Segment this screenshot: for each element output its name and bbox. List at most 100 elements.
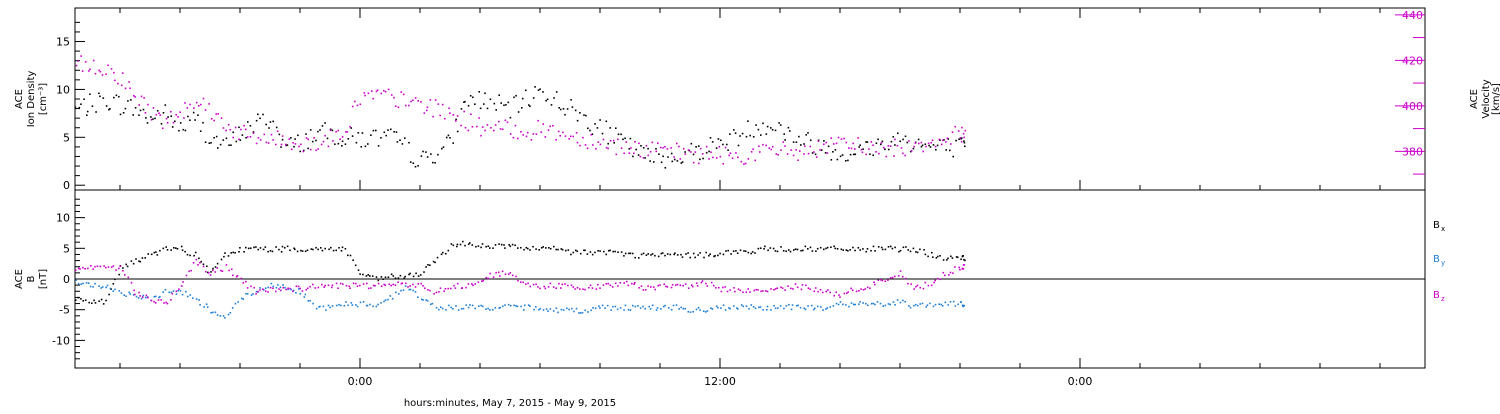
bz-point-40-1 — [676, 283, 679, 286]
velocity-point-43-2 — [724, 146, 727, 149]
density-point-38-4 — [655, 148, 657, 150]
by-point-24-3 — [441, 307, 444, 310]
velocity-point-9-5 — [222, 127, 225, 129]
by-point-15-5 — [312, 302, 314, 305]
bx-point-25-4 — [459, 243, 462, 246]
bx-point-25-2 — [456, 245, 458, 248]
by-point-15-0 — [299, 293, 302, 295]
bz-point-0-0 — [74, 269, 77, 271]
by-point-9-5 — [222, 315, 225, 317]
by-point-40-2 — [680, 306, 682, 309]
by-point-31-0 — [539, 307, 542, 310]
bx-point-37-4 — [640, 253, 643, 256]
velocity-point-17-4 — [339, 138, 341, 140]
density-point-18-1 — [347, 138, 350, 140]
bz-point-40-0 — [674, 284, 677, 286]
by-point-17-0 — [329, 306, 331, 309]
bz-point-19-0 — [359, 284, 361, 287]
by-point-57-2 — [934, 303, 937, 306]
bx-point-35-0 — [599, 250, 601, 252]
velocity-point-42-5 — [718, 146, 721, 148]
density-point-42-4 — [715, 147, 718, 149]
density-point-18-5 — [357, 132, 360, 134]
density-point-53-0 — [869, 153, 871, 155]
bz-point-27-3 — [487, 277, 490, 280]
bx-point-21-1 — [392, 275, 395, 277]
bz-point-32-3 — [561, 283, 564, 286]
bz-point-36-1 — [617, 285, 619, 287]
velocity-point-27-5 — [493, 129, 495, 132]
bz-point-37-4 — [640, 285, 643, 287]
density-point-26-0 — [464, 100, 466, 103]
velocity-point-33-4 — [579, 144, 581, 147]
by-point-10-4 — [234, 302, 237, 305]
density-point-11-5 — [252, 131, 255, 133]
density-point-51-3 — [847, 159, 849, 162]
bx-point-14-1 — [286, 245, 289, 248]
bx-point-21-0 — [390, 273, 393, 276]
bx-point-47-2 — [785, 250, 787, 253]
velocity-point-36-2 — [620, 147, 623, 149]
density-point-55-3 — [906, 141, 909, 144]
bz-point-18-0 — [345, 284, 348, 287]
density-point-16-5 — [326, 137, 329, 140]
by-point-20-3 — [383, 300, 385, 303]
bx-point-18-0 — [344, 248, 347, 250]
bz-point-1-0 — [90, 265, 92, 267]
by-point-48-2 — [799, 306, 802, 309]
density-point-59-4 — [964, 145, 966, 148]
bz-point-1-5 — [103, 265, 105, 267]
by-point-34-0 — [584, 309, 586, 312]
bz-point-11-2 — [245, 280, 247, 283]
bx-point-29-0 — [509, 245, 512, 248]
bz-point-34-2 — [589, 284, 592, 287]
velocity-point-27-1 — [481, 126, 484, 128]
by-point-36-2 — [619, 307, 622, 309]
bz-point-23-3 — [427, 289, 429, 291]
by-point-34-5 — [598, 305, 600, 307]
density-point-1-0 — [89, 93, 91, 95]
time-tick-label-2: 0:00 — [1068, 375, 1093, 388]
density-point-33-3 — [576, 119, 579, 122]
velocity-point-19-0 — [359, 103, 362, 106]
bz-point-32-4 — [564, 283, 566, 285]
bx-point-42-1 — [708, 254, 710, 257]
bx-point-3-1 — [122, 267, 124, 269]
by-point-43-0 — [720, 307, 722, 309]
by-point-12-2 — [259, 287, 261, 289]
velocity-point-39-5 — [673, 156, 675, 158]
velocity-point-15-1 — [302, 150, 305, 153]
by-point-26-2 — [469, 304, 471, 306]
bz-point-38-3 — [652, 286, 655, 288]
velocity-point-30-4 — [535, 133, 538, 135]
bz-point-47-5 — [792, 288, 794, 290]
velocity-point-42-4 — [715, 157, 718, 159]
by-point-3-3 — [128, 291, 130, 294]
by-point-0-5 — [87, 282, 90, 284]
density-point-52-5 — [866, 141, 869, 143]
bz-point-13-1 — [272, 287, 274, 290]
bz-point-33-4 — [579, 288, 581, 290]
density-point-16-4 — [324, 122, 326, 124]
density-point-15-3 — [307, 147, 309, 150]
velocity-point-49-1 — [813, 151, 815, 153]
bz-point-9-5 — [221, 270, 224, 272]
by-point-29-2 — [515, 305, 517, 307]
density-point-58-4 — [955, 139, 957, 142]
bz-point-0-4 — [84, 268, 86, 270]
density-point-21-1 — [393, 131, 395, 133]
density-point-47-5 — [792, 141, 795, 143]
by-point-49-2 — [814, 307, 816, 310]
by-point-37-0 — [629, 309, 632, 311]
bx-point-57-4 — [939, 255, 941, 257]
bx-point-40-0 — [674, 252, 676, 254]
by-point-55-0 — [899, 301, 902, 304]
density-point-8-0 — [194, 119, 196, 121]
bz-point-17-1 — [331, 284, 334, 287]
density-point-41-5 — [702, 157, 704, 160]
by-point-58-1 — [947, 304, 949, 306]
bz-point-30-2 — [529, 285, 531, 288]
bx-point-44-3 — [743, 250, 745, 252]
velocity-point-58-0 — [945, 141, 947, 143]
bz-point-29-1 — [511, 274, 514, 277]
